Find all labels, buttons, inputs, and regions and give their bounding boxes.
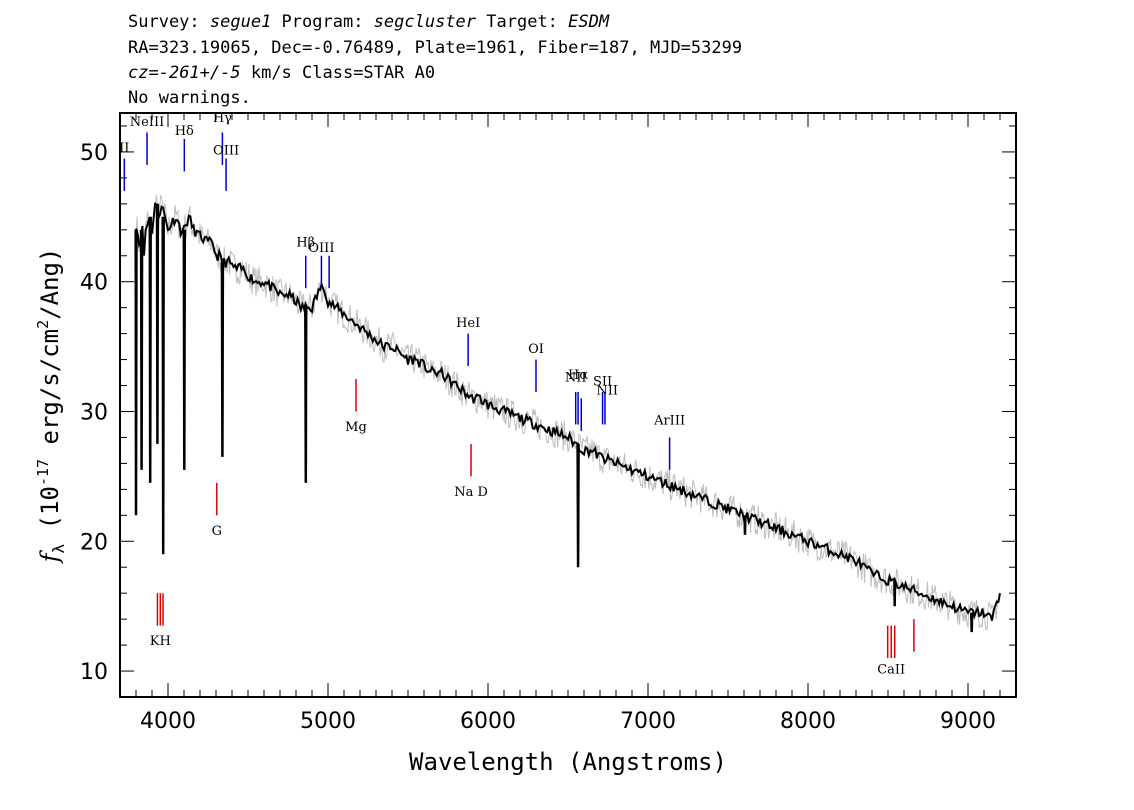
x-tick-label: 7000 bbox=[620, 709, 676, 734]
plot-frame bbox=[119, 112, 1017, 698]
spectrum-series bbox=[134, 202, 1001, 633]
y-label-part2: erg/s/cm bbox=[36, 329, 64, 459]
x-tick-label: 8000 bbox=[780, 709, 836, 734]
y-label-exp: -17 bbox=[34, 459, 52, 486]
header-line-4: No warnings. bbox=[128, 88, 251, 108]
header-line-1: Survey: segue1 Program: segcluster Targe… bbox=[128, 12, 609, 32]
emission-line-label: HeI bbox=[456, 316, 480, 331]
absorption-feature bbox=[134, 229, 138, 516]
emission-line-label: NII bbox=[565, 371, 587, 386]
cz-suffix: km/s Class=STAR A0 bbox=[240, 63, 436, 83]
y-label-exp2: 2 bbox=[34, 320, 52, 329]
absorption-feature bbox=[139, 229, 144, 470]
y-label-part3: /Ang) bbox=[36, 248, 64, 320]
absorption-feature bbox=[182, 229, 187, 470]
y-axis-label: fλ (10-17 erg/s/cm2/Ang) bbox=[34, 248, 68, 565]
x-tick-label: 6000 bbox=[460, 709, 516, 734]
absorption-line-label: Na D bbox=[454, 485, 488, 500]
y-label-part1: (10 bbox=[36, 486, 64, 544]
emission-line-label: ⅠⅠ bbox=[119, 141, 129, 156]
header-line-2: RA=323.19065, Dec=-0.76489, Plate=1961, … bbox=[128, 38, 743, 58]
emission-line-label: SII bbox=[593, 375, 612, 390]
axis-ticks: 4000 5000 6000 7000 8000 9000 10 20 30 40 50 bbox=[80, 113, 1017, 734]
absorption-line-label: KH bbox=[150, 634, 171, 649]
y-tick-label: 20 bbox=[80, 530, 108, 555]
flux-line bbox=[135, 202, 1001, 621]
absorption-feature bbox=[743, 515, 747, 535]
target-value: ESDM bbox=[568, 12, 610, 32]
noise-line bbox=[135, 194, 1000, 631]
absorption-line-label: Mg bbox=[345, 420, 367, 435]
emission-line-label: ArIII bbox=[653, 413, 685, 428]
emission-line-label: Hγ bbox=[213, 111, 232, 126]
cz-prefix: cz= bbox=[128, 63, 159, 83]
emission-line-label: Hβ bbox=[296, 236, 315, 251]
y-tick-label: 10 bbox=[80, 660, 108, 685]
y-axis-label-text: fλ (10-17 erg/s/cm2/Ang) bbox=[34, 248, 68, 565]
absorption-feature bbox=[220, 262, 225, 457]
survey-value: segue1 bbox=[209, 12, 272, 32]
emission-line-label: Hδ bbox=[175, 124, 194, 139]
y-tick-label: 40 bbox=[80, 271, 108, 296]
absorption-feature bbox=[155, 203, 160, 444]
absorption-feature bbox=[161, 216, 165, 555]
y-tick-label: 30 bbox=[80, 400, 108, 425]
absorption-line-label: CaII bbox=[877, 663, 905, 678]
y-label-sub: λ bbox=[49, 543, 68, 553]
header-line-3: cz=-261+/-5 km/s Class=STAR A0 bbox=[128, 63, 435, 83]
emission-line-label: OIII bbox=[213, 144, 239, 159]
absorption-feature bbox=[893, 580, 897, 607]
emission-line-label: Hα bbox=[568, 368, 588, 383]
absorption-feature bbox=[304, 307, 308, 483]
emission-line-label: NeIII bbox=[130, 115, 164, 130]
x-tick-label: 9000 bbox=[940, 709, 996, 734]
x-axis-label: Wavelength (Angstroms) bbox=[409, 748, 727, 776]
x-tick-label: 4000 bbox=[140, 709, 196, 734]
survey-label: Survey: bbox=[128, 12, 210, 32]
emission-line-label: OIII bbox=[308, 241, 334, 256]
absorption-feature bbox=[576, 443, 580, 568]
y-tick-label: 50 bbox=[80, 141, 108, 166]
absorption-feature bbox=[969, 612, 974, 633]
program-value: segcluster bbox=[373, 12, 477, 32]
program-label: Program: bbox=[271, 12, 374, 32]
absorption-line-label: G bbox=[212, 524, 222, 539]
emission-line-label: OI bbox=[528, 342, 544, 357]
absorption-feature bbox=[148, 216, 152, 483]
target-label: Target: bbox=[476, 12, 569, 32]
noise-band bbox=[135, 194, 1000, 631]
x-tick-label: 5000 bbox=[300, 709, 356, 734]
cz-value: -261+/-5 bbox=[158, 63, 241, 83]
emission-line-label: NII bbox=[596, 384, 618, 399]
